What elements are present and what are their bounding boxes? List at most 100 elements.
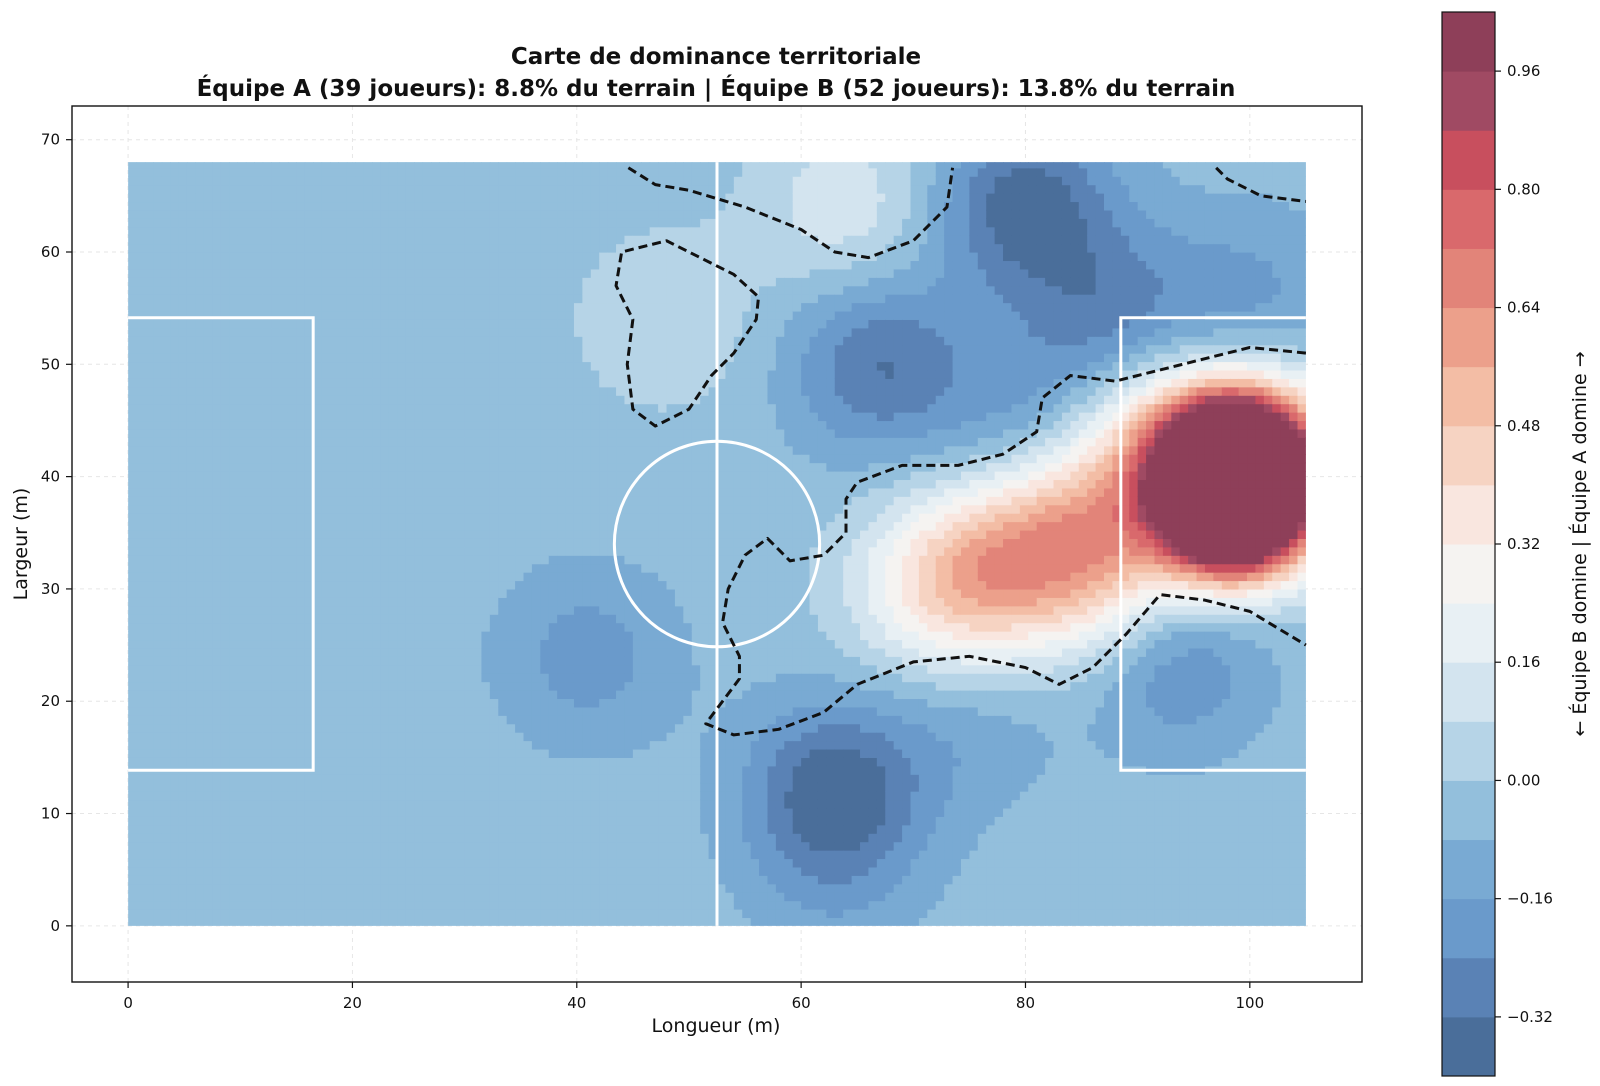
field-cell	[372, 184, 382, 194]
field-cell	[388, 605, 398, 615]
field-cell	[430, 639, 440, 649]
field-cell	[430, 740, 440, 750]
field-cell	[565, 656, 575, 666]
field-cell	[489, 875, 499, 885]
field-cell	[372, 757, 382, 767]
field-cell	[313, 892, 323, 902]
field-cell	[220, 487, 230, 497]
field-cell	[557, 193, 567, 203]
field-cell	[414, 858, 424, 868]
field-cell	[388, 673, 398, 683]
field-cell	[136, 572, 146, 582]
field-cell	[363, 563, 373, 573]
field-cell	[203, 504, 213, 514]
field-cell	[372, 572, 382, 582]
field-cell	[203, 631, 213, 641]
field-cell	[195, 538, 205, 548]
field-cell	[321, 487, 331, 497]
field-cell	[170, 673, 180, 683]
field-cell	[557, 496, 567, 506]
field-cell	[439, 883, 449, 893]
field-cell	[498, 361, 508, 371]
field-cell	[186, 209, 196, 219]
field-cell	[439, 664, 449, 674]
field-cell	[203, 850, 213, 860]
field-cell	[456, 260, 466, 270]
field-cell	[363, 723, 373, 733]
field-cell	[573, 765, 583, 775]
field-cell	[262, 218, 272, 228]
field-cell	[405, 639, 415, 649]
field-cell	[170, 639, 180, 649]
field-cell	[296, 462, 306, 472]
field-cell	[271, 176, 281, 186]
field-cell	[212, 521, 222, 531]
field-cell	[245, 631, 255, 641]
field-cell	[540, 428, 550, 438]
field-cell	[136, 546, 146, 556]
field-cell	[245, 504, 255, 514]
field-cell	[195, 513, 205, 523]
field-cell	[414, 681, 424, 691]
field-cell	[313, 706, 323, 716]
field-cell	[515, 740, 525, 750]
field-cell	[170, 580, 180, 590]
field-cell	[220, 218, 230, 228]
field-cell	[229, 294, 239, 304]
field-cell	[540, 546, 550, 556]
field-cell	[447, 622, 457, 632]
field-cell	[430, 614, 440, 624]
field-cell	[388, 445, 398, 455]
field-cell	[346, 420, 356, 430]
field-cell	[397, 294, 407, 304]
field-cell	[229, 218, 239, 228]
field-cell	[355, 479, 365, 489]
field-cell	[279, 395, 289, 405]
field-cell	[144, 252, 154, 262]
field-cell	[203, 892, 213, 902]
field-cell	[414, 353, 424, 363]
field-cell	[498, 395, 508, 405]
field-cell	[430, 353, 440, 363]
field-cell	[523, 740, 533, 750]
field-cell	[548, 260, 558, 270]
field-cell	[170, 723, 180, 733]
field-cell	[363, 260, 373, 270]
field-cell	[481, 268, 491, 278]
field-cell	[422, 344, 432, 354]
field-cell	[582, 782, 592, 792]
field-cell	[456, 235, 466, 245]
field-cell	[506, 454, 516, 464]
field-cell	[338, 883, 348, 893]
field-cell	[473, 445, 483, 455]
field-cell	[355, 167, 365, 177]
field-cell	[405, 184, 415, 194]
field-cell	[338, 563, 348, 573]
field-cell	[363, 513, 373, 523]
field-cell	[128, 588, 138, 598]
field-cell	[531, 302, 541, 312]
field-cell	[296, 715, 306, 725]
field-cell	[161, 883, 171, 893]
field-cell	[388, 706, 398, 716]
field-cell	[212, 706, 222, 716]
field-cell	[144, 521, 154, 531]
field-cell	[195, 799, 205, 809]
field-cell	[346, 807, 356, 817]
field-cell	[506, 673, 516, 683]
field-cell	[439, 799, 449, 809]
field-cell	[565, 412, 575, 422]
field-cell	[186, 521, 196, 531]
field-cell	[422, 774, 432, 784]
field-cell	[254, 740, 264, 750]
field-cell	[380, 572, 390, 582]
field-cell	[464, 310, 474, 320]
field-cell	[128, 462, 138, 472]
field-cell	[422, 824, 432, 834]
field-cell	[515, 310, 525, 320]
field-cell	[271, 184, 281, 194]
field-cell	[456, 184, 466, 194]
field-cell	[489, 917, 499, 926]
field-cell	[229, 428, 239, 438]
field-cell	[557, 437, 567, 447]
